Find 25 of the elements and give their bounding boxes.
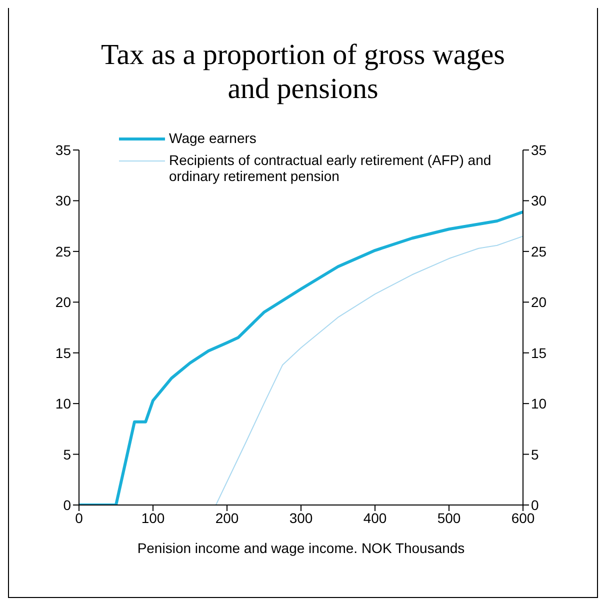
y-tick-label: 10 (55, 396, 72, 412)
y-tick-label: 25 (55, 243, 72, 260)
y-tick-label: 5 (63, 446, 72, 462)
y2-tick-label: 30 (531, 192, 547, 209)
y-tick-label: 15 (55, 344, 72, 361)
y2-tick-label: 35 (531, 142, 547, 158)
x-tick-label: 300 (289, 510, 313, 526)
x-axis-title: Penision income and wage income. NOK Thousands (137, 540, 465, 556)
y-tick-label: 0 (63, 496, 72, 513)
y2-tick-label: 25 (531, 243, 547, 260)
chart-title: Tax as a proportion of gross wages and pensions (100, 38, 506, 107)
y-tick-label: 20 (55, 294, 72, 310)
y-tick-label: 35 (55, 142, 72, 158)
x-tick-label: 100 (141, 510, 165, 526)
y2-tick-label: 5 (531, 446, 539, 462)
x-tick-label: 200 (215, 510, 239, 526)
x-tick-label: 400 (363, 510, 387, 526)
x-tick-label: 0 (75, 510, 84, 526)
legend-label: Recipients of contractual early retirement (AFP) and ordinary retirement pension (169, 152, 492, 184)
legend-label: Wage earners (169, 130, 258, 146)
y2-tick-label: 10 (531, 396, 547, 412)
y2-tick-label: 15 (531, 344, 547, 361)
y2-tick-label: 20 (531, 294, 547, 310)
x-tick-label: 500 (437, 510, 461, 526)
y-tick-label: 30 (55, 192, 72, 209)
